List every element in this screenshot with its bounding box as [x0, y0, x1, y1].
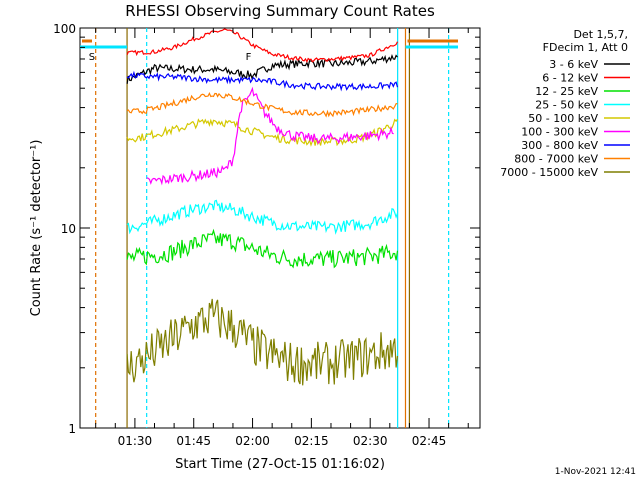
legend-label-2: 12 - 25 keV — [535, 85, 598, 98]
x-tick-label-0230: 02:30 — [353, 434, 388, 448]
series-layer — [126, 28, 399, 386]
series-line-8 — [126, 298, 399, 386]
legend-label-6: 300 - 800 keV — [521, 139, 598, 152]
y-axis-label: Count Rate (s⁻¹ detector⁻¹) — [29, 140, 44, 317]
footer-timestamp: 1-Nov-2021 12:41 — [555, 467, 636, 477]
legend-label-0: 3 - 6 keV — [549, 58, 598, 71]
legend-label-5: 100 - 300 keV — [521, 126, 598, 139]
chart-title: RHESSI Observing Summary Count Rates — [125, 2, 435, 20]
series-line-7 — [126, 92, 398, 118]
x-tick-label-0130: 01:30 — [118, 434, 153, 448]
time-markers — [80, 28, 458, 428]
flag-f: F — [246, 52, 252, 63]
x-axis-label: Start Time (27-Oct-15 01:16:02) — [175, 457, 385, 472]
y-axis: 1 10 100 — [53, 22, 480, 436]
y-tick-label-10: 10 — [61, 222, 76, 236]
series-line-4 — [126, 118, 398, 147]
legend-label-3: 25 - 50 keV — [535, 99, 598, 112]
legend-header-line-1: Det 1,5,7, — [573, 28, 628, 41]
legend-header-line-2: FDecim 1, Att 0 — [543, 41, 628, 54]
flag-s: S — [89, 52, 95, 63]
legend-label-4: 50 - 100 keV — [528, 112, 598, 125]
y-tick-label-1: 1 — [68, 422, 76, 436]
series-line-1 — [126, 28, 399, 63]
y-tick-label-100: 100 — [53, 22, 76, 36]
series-line-3 — [126, 199, 399, 235]
x-tick-label-0215: 02:15 — [294, 434, 329, 448]
legend-label-7: 800 - 7000 keV — [514, 153, 598, 166]
legend-label-8: 7000 - 15000 keV — [500, 166, 598, 179]
x-tick-label-0200: 02:00 — [235, 434, 270, 448]
legend-label-1: 6 - 12 keV — [542, 72, 598, 85]
x-tick-label-0145: 01:45 — [176, 434, 211, 448]
series-line-5 — [146, 86, 394, 186]
x-axis: 01:30 01:45 02:00 02:15 02:30 02:45 — [95, 28, 469, 448]
series-line-0 — [126, 54, 398, 84]
series-line-6 — [126, 70, 399, 92]
x-tick-label-0245: 02:45 — [412, 434, 447, 448]
series-line-2 — [126, 228, 399, 269]
